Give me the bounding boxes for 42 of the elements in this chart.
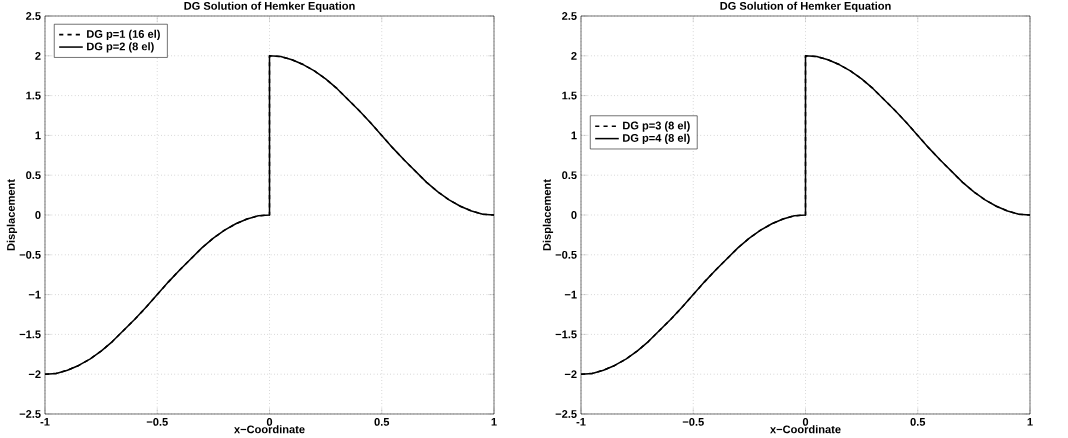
x-tick-label: −0.5 <box>146 417 168 426</box>
y-tick-label: −1 <box>28 290 41 299</box>
x-tick-label: 0.5 <box>374 417 390 426</box>
y-tick-label: −1.5 <box>19 330 41 339</box>
y-tick-label: 2 <box>571 51 577 60</box>
y-tick-label: −0.5 <box>555 250 577 259</box>
y-tick-label: −2.5 <box>19 410 41 418</box>
y-tick-label: 1.5 <box>562 91 577 100</box>
x-tick-label: 1 <box>1027 417 1033 426</box>
y-tick-label: 0.5 <box>26 171 41 180</box>
y-tick-label: 1 <box>571 131 577 140</box>
x-tick-label: 0 <box>266 417 273 426</box>
chart-title: DG Solution of Hemker Equation <box>720 1 891 13</box>
y-tick-label: −1 <box>564 290 577 299</box>
y-tick-label: 2.5 <box>26 12 41 20</box>
legend-label: DG p=4 (8 el) <box>623 133 690 145</box>
x-tick-label: 0.5 <box>910 417 926 426</box>
legend-label: DG p=3 (8 el) <box>623 121 690 132</box>
y-axis-title: Displacement <box>542 179 554 251</box>
x-tick-label: 0 <box>802 417 809 426</box>
y-tick-label: 2.5 <box>562 12 577 20</box>
x-tick-label: 1 <box>491 417 497 426</box>
x-axis-title: x−Coordinate <box>234 425 305 434</box>
y-tick-label: 2 <box>35 51 41 60</box>
x-axis-title: x−Coordinate <box>770 425 841 434</box>
legend-label: DG p=2 (8 el) <box>87 42 154 53</box>
y-tick-label: −2.5 <box>555 410 577 418</box>
y-tick-label: −0.5 <box>19 250 41 259</box>
x-tick-label: −0.5 <box>682 417 704 426</box>
x-tick-label: -1 <box>40 417 50 426</box>
y-tick-label: 0 <box>35 211 41 219</box>
x-tick-label: -1 <box>576 417 586 426</box>
legend-label: DG p=1 (16 el) <box>87 29 160 41</box>
y-tick-label: 0 <box>571 211 577 219</box>
chart-title: DG Solution of Hemker Equation <box>184 1 355 13</box>
y-tick-label: 1 <box>35 131 41 140</box>
y-tick-label: 1.5 <box>26 91 41 100</box>
y-tick-label: −1.5 <box>555 330 577 339</box>
y-tick-label: 0.5 <box>562 171 577 180</box>
y-tick-label: −2 <box>28 370 41 379</box>
y-tick-label: −2 <box>564 370 577 379</box>
y-axis-title: Displacement <box>6 179 18 251</box>
